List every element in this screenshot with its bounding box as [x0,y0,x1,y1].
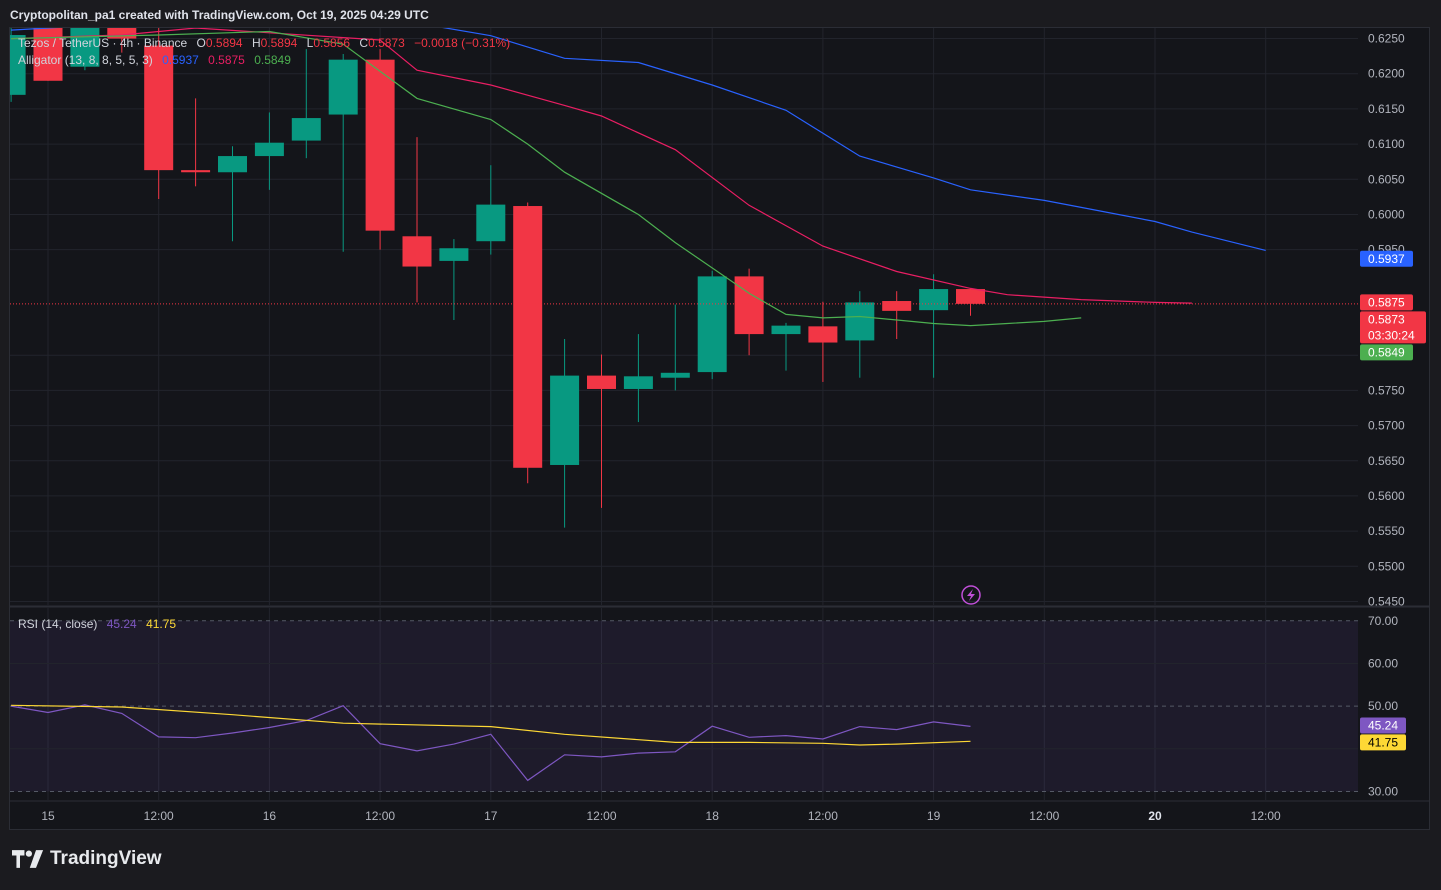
time-axis-tick: 12:00 [1251,809,1281,823]
alligator-teeth-value: 0.5875 [208,53,245,67]
event-marker-icon[interactable] [961,585,981,605]
candles-group [0,24,985,528]
price-label-badge [1360,294,1413,311]
price-axis-tick: 0.5700 [1368,419,1405,433]
rsi-axis-tick: 30.00 [1368,784,1398,798]
candle-up[interactable] [70,24,100,67]
ohlc-open: O0.5894 [196,36,243,50]
candle-up[interactable] [697,276,727,373]
candle-up[interactable] [291,118,321,141]
tradingview-logo-icon [12,850,44,868]
candle-up[interactable] [550,375,580,465]
time-axis-tick: 12:00 [586,809,616,823]
ohlc-low: L0.5856 [306,36,351,50]
price-axis-tick: 0.6000 [1368,207,1405,221]
rsi-axis-tick: 60.00 [1368,656,1398,670]
candle-down[interactable] [587,375,616,389]
price-label-text: 0.5937 [1368,252,1405,266]
candle-down[interactable] [181,170,211,173]
rsi-label-text: 41.75 [1368,735,1398,749]
time-axis-tick: 17 [484,809,498,823]
candle-down[interactable] [107,24,137,39]
candle-up[interactable] [328,59,358,115]
candle-up[interactable] [0,35,26,95]
price-change: −0.0018 (−0.31%) [414,36,511,50]
candle-up[interactable] [660,372,690,378]
price-axis-tick: 0.6200 [1368,67,1405,81]
symbol-name[interactable]: Tezos / TetherUS · 4h · Binance [18,36,188,50]
candle-up[interactable] [623,376,653,389]
price-axis-tick: 0.6100 [1368,137,1405,151]
candle-up[interactable] [919,289,949,311]
rsi-axis-tick: 50.00 [1368,699,1398,713]
tradingview-logo[interactable]: TradingView [12,848,162,870]
chart-attribution: Cryptopolitan_pa1 created with TradingVi… [10,8,429,22]
ohlc-high: H0.5894 [251,36,298,50]
price-axis-tick: 0.5600 [1368,489,1405,503]
candle-down[interactable] [882,301,912,311]
candle-down[interactable] [513,206,543,468]
bar-countdown-text: 03:30:24 [1368,328,1415,342]
price-axis-tick: 0.5550 [1368,524,1405,538]
time-axis-tick: 12:00 [365,809,395,823]
price-label-text: 0.5849 [1368,345,1405,359]
price-label-text: 0.5873 [1368,312,1405,326]
rsi-legend: RSI (14, close) 45.24 41.75 [18,617,182,631]
tradingview-brand: TradingView [50,848,162,869]
price-axis-tick: 0.6150 [1368,102,1405,116]
rsi-ma-value: 41.75 [146,617,177,631]
price-axis-tick: 0.6250 [1368,32,1405,46]
rsi-label-badge [1360,717,1406,734]
price-axis-tick: 0.5450 [1368,594,1405,608]
alligator-teeth-line[interactable] [11,28,1192,304]
alligator-jaw-line[interactable] [11,22,1266,251]
rsi-label-badge [1360,734,1406,751]
time-axis-tick: 15 [41,809,55,823]
candle-up[interactable] [254,142,284,157]
alligator-lips-line[interactable] [11,30,1082,327]
rsi-ma-line[interactable] [11,704,971,746]
time-axis-tick: 18 [706,809,720,823]
time-axis-tick: 12:00 [144,809,174,823]
alligator-label[interactable]: Alligator (13, 8, 8, 5, 5, 3) [18,53,153,67]
rsi-axis-tick: 70.00 [1368,614,1398,628]
symbol-legend: Tezos / TetherUS · 4h · Binance O0.5894 … [18,36,516,50]
candle-down[interactable] [144,45,174,171]
price-axis-tick: 0.5750 [1368,383,1405,397]
time-axis-tick: 16 [263,809,277,823]
candle-down[interactable] [365,59,395,231]
rsi-label[interactable]: RSI (14, close) [18,617,98,631]
rsi-value: 45.24 [106,617,137,631]
candle-down[interactable] [956,289,985,304]
ohlc-close: C0.5873 [359,36,405,50]
candle-up[interactable] [845,302,875,341]
price-label-text: 0.5875 [1368,295,1405,309]
price-axis-tick: 0.6050 [1368,172,1405,186]
alligator-jaw-value: 0.5937 [162,53,199,67]
candle-down[interactable] [734,276,764,335]
price-label-badge [1360,344,1413,361]
rsi-line[interactable] [10,704,971,782]
price-axis-tick: 0.5650 [1368,454,1405,468]
alligator-legend: Alligator (13, 8, 8, 5, 5, 3) 0.5937 0.5… [18,53,297,67]
time-axis-tick: 20 [1148,809,1162,823]
candle-up[interactable] [439,248,469,261]
candle-up[interactable] [771,325,801,335]
alligator-lips-value: 0.5849 [254,53,291,67]
price-label-badge [1360,311,1426,344]
time-axis-tick: 12:00 [808,809,838,823]
rsi-label-text: 45.24 [1368,718,1398,732]
lightning-icon [967,589,975,601]
price-label-badge [1360,250,1413,267]
candle-down[interactable] [808,326,838,343]
candle-up[interactable] [476,204,506,242]
price-axis-tick: 0.5500 [1368,559,1405,573]
candle-down[interactable] [402,236,432,267]
time-axis-tick: 12:00 [1029,809,1059,823]
time-axis-tick: 19 [927,809,941,823]
candle-up[interactable] [218,156,247,173]
